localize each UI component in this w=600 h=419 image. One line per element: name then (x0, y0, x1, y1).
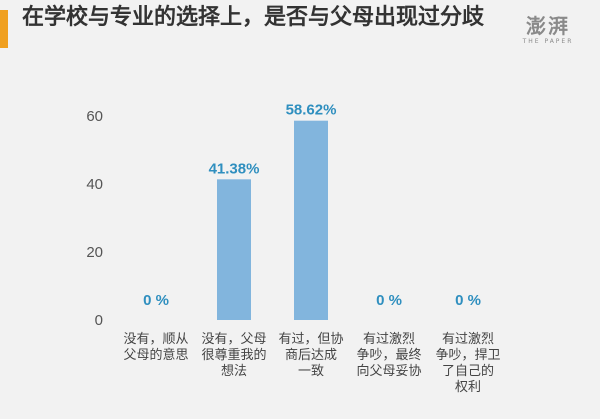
category-label-line: 想法 (221, 363, 247, 379)
category-label-line: 向父母妥协 (356, 363, 421, 379)
category-label-line: 没有，父母 (201, 332, 266, 347)
title-accent-bar (0, 10, 8, 48)
category-label-line: 有过激烈 (363, 332, 415, 347)
bar (294, 120, 328, 320)
data-label: 0 % (376, 292, 402, 309)
category-label-line: 没有，顺从 (123, 332, 188, 347)
data-label: 58.62% (286, 102, 337, 119)
category-label-line: 权利 (455, 379, 481, 395)
logo-sub-text: THE PAPER (522, 38, 574, 45)
category-label-line: 了自己的 (442, 363, 494, 379)
y-tick-label: 20 (86, 244, 103, 261)
category-label-line: 争吵，捍卫 (435, 347, 500, 363)
category-label-line: 一致 (298, 364, 324, 379)
category-label-line: 很尊重我的 (201, 347, 266, 363)
data-label: 0 % (143, 292, 169, 309)
category-label-line: 有过激烈 (442, 332, 494, 347)
y-tick-label: 0 (95, 312, 103, 329)
category-label-line: 商后达成 (285, 348, 337, 363)
bar (217, 179, 251, 320)
category-label: 有过，但协商后达成一致 (278, 332, 343, 379)
data-label: 0 % (455, 292, 481, 309)
chart-title: 在学校与专业的选择上，是否与父母出现过分歧 (22, 5, 485, 30)
category-label: 有过激烈争吵，捍卫了自己的权利 (435, 332, 500, 395)
y-tick-label: 40 (86, 176, 103, 193)
data-label: 41.38% (209, 160, 260, 177)
category-label: 有过激烈争吵，最终向父母妥协 (356, 332, 421, 379)
category-label-line: 有过，但协 (278, 332, 343, 347)
category-label: 没有，顺从父母的意思 (123, 332, 188, 363)
category-label-line: 父母的意思 (123, 347, 188, 363)
y-tick-label: 60 (86, 108, 103, 125)
publisher-logo: 澎湃 THE PAPER (518, 14, 578, 46)
logo-main-text: 澎湃 (526, 14, 570, 38)
category-label: 没有，父母很尊重我的想法 (201, 332, 266, 379)
category-label-line: 争吵，最终 (356, 347, 421, 363)
